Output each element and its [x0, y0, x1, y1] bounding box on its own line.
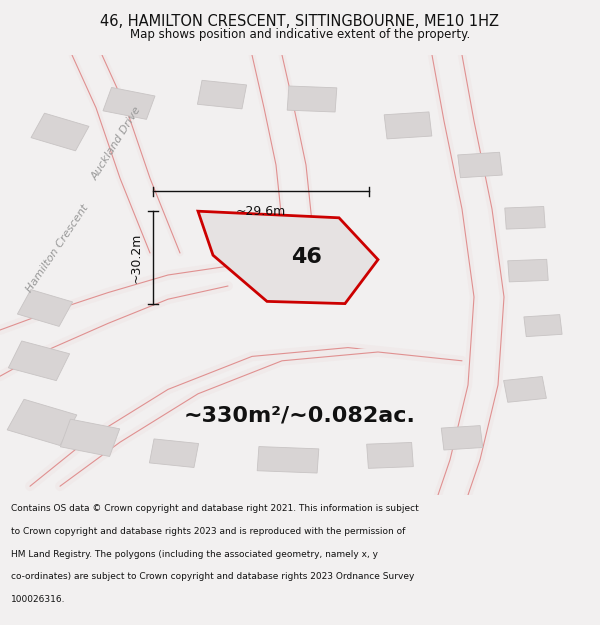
Text: HM Land Registry. The polygons (including the associated geometry, namely x, y: HM Land Registry. The polygons (includin…	[11, 549, 378, 559]
Polygon shape	[149, 439, 199, 468]
Polygon shape	[61, 419, 119, 456]
Text: 100026316.: 100026316.	[11, 595, 65, 604]
Polygon shape	[103, 88, 155, 119]
Polygon shape	[257, 447, 319, 473]
Text: Contains OS data © Crown copyright and database right 2021. This information is : Contains OS data © Crown copyright and d…	[11, 504, 419, 513]
Polygon shape	[31, 113, 89, 151]
Polygon shape	[524, 314, 562, 337]
Text: ~29.6m: ~29.6m	[236, 205, 286, 217]
Text: Hamilton Crescent: Hamilton Crescent	[24, 203, 90, 294]
Polygon shape	[7, 399, 77, 446]
Text: to Crown copyright and database rights 2023 and is reproduced with the permissio: to Crown copyright and database rights 2…	[11, 527, 405, 536]
Polygon shape	[441, 426, 483, 450]
Polygon shape	[503, 376, 547, 402]
Polygon shape	[17, 289, 73, 326]
Text: 46: 46	[290, 248, 322, 268]
Polygon shape	[384, 112, 432, 139]
Text: co-ordinates) are subject to Crown copyright and database rights 2023 Ordnance S: co-ordinates) are subject to Crown copyr…	[11, 572, 414, 581]
Polygon shape	[367, 442, 413, 468]
Polygon shape	[198, 211, 378, 304]
Polygon shape	[508, 259, 548, 282]
Text: ~330m²/~0.082ac.: ~330m²/~0.082ac.	[184, 406, 416, 426]
Polygon shape	[197, 81, 247, 109]
Polygon shape	[8, 341, 70, 381]
Text: Map shows position and indicative extent of the property.: Map shows position and indicative extent…	[130, 28, 470, 41]
Polygon shape	[505, 206, 545, 229]
Polygon shape	[458, 152, 502, 178]
Polygon shape	[287, 86, 337, 112]
Text: Auckland Drive: Auckland Drive	[91, 104, 143, 182]
Text: 46, HAMILTON CRESCENT, SITTINGBOURNE, ME10 1HZ: 46, HAMILTON CRESCENT, SITTINGBOURNE, ME…	[101, 14, 499, 29]
Text: ~30.2m: ~30.2m	[130, 232, 143, 282]
